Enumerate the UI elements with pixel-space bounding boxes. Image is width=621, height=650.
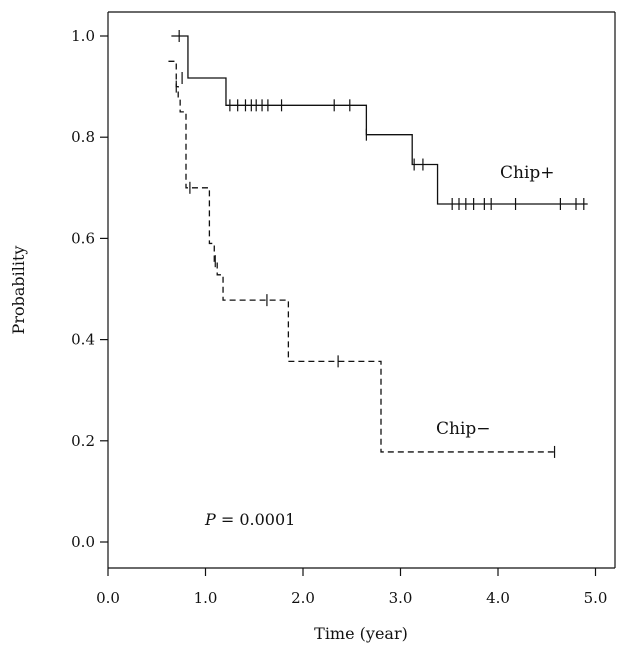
y-tick-label: 0.6 bbox=[71, 229, 95, 247]
survival-step-line bbox=[171, 35, 588, 205]
x-tick-label: 4.0 bbox=[486, 589, 510, 607]
survival-step-line bbox=[168, 60, 555, 453]
x-tick-label: 5.0 bbox=[584, 589, 608, 607]
y-tick-label: 0.2 bbox=[71, 432, 95, 450]
series-chip-plus bbox=[171, 30, 588, 210]
x-tick-label: 0.0 bbox=[96, 589, 120, 607]
x-tick-label: 3.0 bbox=[389, 589, 413, 607]
y-tick-label: 1.0 bbox=[71, 27, 95, 45]
series-chip-minus bbox=[168, 60, 556, 458]
y-tick-label: 0.8 bbox=[71, 128, 95, 146]
series-label-chip-minus: Chip− bbox=[436, 419, 491, 439]
x-tick-label: 1.0 bbox=[194, 589, 218, 607]
p-value-rest: = 0.0001 bbox=[216, 510, 296, 529]
series-label-chip-plus: Chip+ bbox=[500, 163, 555, 183]
x-axis-ticks: 0.0 1.0 2.0 3.0 4.0 5.0 bbox=[96, 568, 607, 607]
x-axis-title: Time (year) bbox=[314, 624, 408, 643]
plot-frame bbox=[107, 11, 616, 569]
y-axis-title: Probability bbox=[9, 246, 28, 335]
y-axis-ticks: 0.0 0.2 0.4 0.6 0.8 1.0 bbox=[71, 27, 108, 551]
y-tick-label: 0.0 bbox=[71, 533, 95, 551]
p-value-symbol: P bbox=[204, 510, 216, 529]
x-tick-label: 2.0 bbox=[291, 589, 315, 607]
survival-curves bbox=[168, 30, 588, 458]
y-tick-label: 0.4 bbox=[71, 331, 95, 349]
p-value-annotation: P = 0.0001 bbox=[204, 510, 295, 529]
